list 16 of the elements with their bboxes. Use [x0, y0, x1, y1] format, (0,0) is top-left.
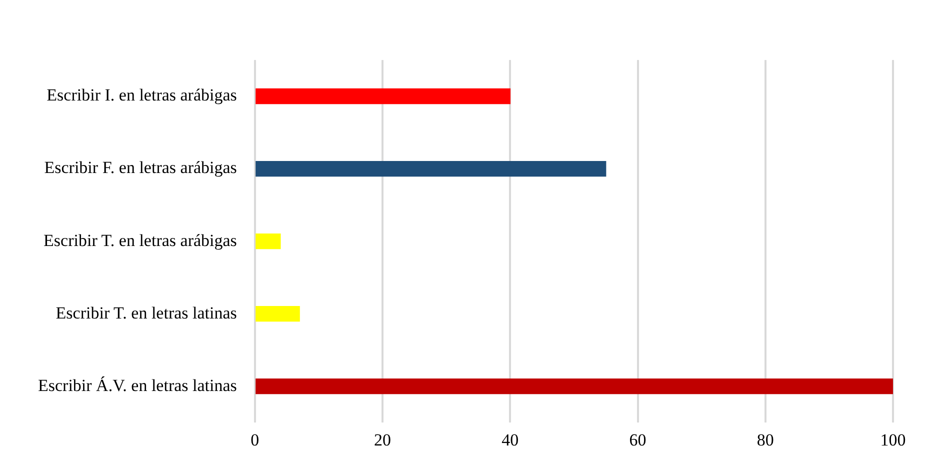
bar — [256, 233, 281, 250]
bar — [256, 378, 893, 394]
x-tick-label: 40 — [502, 430, 519, 450]
x-tick-label: 20 — [374, 430, 392, 450]
y-tick-label: Escribir T. en letras latinas — [56, 303, 237, 322]
y-tick-label: Escribir T. en letras arábigas — [44, 230, 237, 250]
y-tick-label: Escribir Á.V. en letras latinas — [38, 376, 237, 395]
x-tick-label: 0 — [250, 430, 260, 450]
x-tick-label: 60 — [629, 430, 646, 450]
bar — [256, 160, 606, 177]
y-tick-label: Escribir I. en letras arábigas — [46, 86, 237, 105]
x-tick-label: 100 — [880, 430, 906, 450]
y-tick-label: Escribir F. en letras arábigas — [44, 158, 237, 178]
x-tick-label: 80 — [756, 430, 774, 450]
bar — [256, 306, 300, 322]
bar — [256, 88, 510, 104]
